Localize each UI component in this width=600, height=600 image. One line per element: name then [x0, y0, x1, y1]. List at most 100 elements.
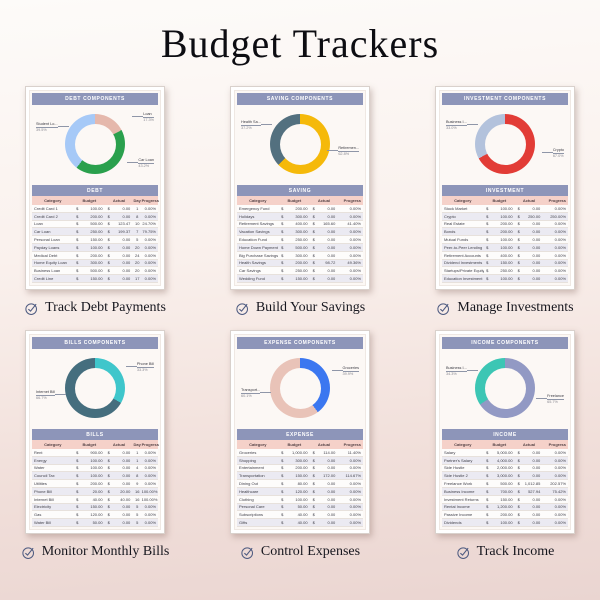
cell-budget: $300.00: [76, 260, 103, 266]
cell-category: Personal Care: [239, 504, 265, 510]
cell-category: Energy: [34, 457, 47, 463]
table-row: Loan $500.00 $123.47 10 24.70%: [32, 220, 158, 229]
cell-actual: $0.00: [107, 481, 131, 487]
cell-progress: 0.00%: [144, 268, 156, 274]
cell-actual: $0.00: [312, 496, 336, 502]
table-body: Rent $900.00 $0.00 1 0.00% Energy $100.00 $0.00…: [32, 449, 158, 527]
chart-segment-label: Retiremen... 62.8%: [327, 146, 359, 157]
table-row: Passive Income $200.00 $0.00 0.00%: [442, 511, 568, 520]
table-title-bar: SAVING: [237, 185, 363, 196]
chart-segment-label: Business I... 33.0%: [446, 120, 478, 131]
cell-progress: 0.00%: [349, 488, 361, 494]
cell-budget: $150.00: [76, 276, 103, 282]
cell-actual: $0.00: [517, 229, 541, 235]
table-row: Partner's Salary $4,000.00 $0.00 0.00%: [442, 456, 568, 465]
cell-actual: $0.00: [107, 268, 131, 274]
cell-budget: $300.00: [281, 229, 308, 235]
table-row: Phone Bill $20.00 $20.00 16 100.00%: [32, 487, 158, 496]
cell-category: Mutual Funds: [444, 237, 469, 243]
cell-budget: $100.00: [281, 496, 308, 502]
cell-category: Holidays: [239, 213, 255, 219]
table-row: Energy $100.00 $0.00 1 0.00%: [32, 456, 158, 465]
cell-actual: $0.00: [517, 496, 541, 502]
card-expense: EXPENSE COMPONENTS Groceries 39.9% Transpo…: [230, 330, 370, 534]
cell-actual: $40.00: [107, 496, 131, 502]
cell-category: Emergency Fund: [239, 205, 270, 211]
cell-budget: $50.00: [76, 520, 103, 526]
cell-actual: $0.00: [517, 520, 541, 526]
cell-category: Entertainment: [239, 465, 264, 471]
card-title-bar: BILLS COMPONENTS: [32, 337, 158, 349]
chart-segment-label: Internet Bill 66.7%: [36, 390, 66, 401]
cell-budget: $400.00: [486, 252, 513, 258]
card-income: INCOME COMPONENTS Freelance 65.7% Business…: [435, 330, 575, 534]
cell-actual: $0.00: [312, 457, 336, 463]
check-icon: [25, 302, 38, 315]
column-header: Progress: [141, 442, 159, 447]
cell-progress: 0.00%: [349, 229, 361, 235]
cell-budget: $100.00: [486, 213, 513, 219]
donut-chart: [475, 114, 535, 174]
table-body: Groceries $1,000.00 $114.00 11.40% Shopping $…: [237, 449, 363, 527]
table-row: Credit Card 2 $200.00 $0.00 8 0.00%: [32, 212, 158, 221]
cell-progress: 0.00%: [554, 504, 566, 510]
cell-actual: $0.00: [517, 268, 541, 274]
column-header: Actual: [112, 442, 126, 447]
cell-actual: $0.00: [107, 276, 131, 282]
cell-progress: 75.42%: [552, 488, 566, 494]
cell-actual: $0.00: [517, 252, 541, 258]
column-header: Budget: [287, 442, 302, 447]
cell-progress: 0.00%: [554, 449, 566, 455]
table-row: Big Purchase Savings $300.00 $0.00 0.00%: [237, 251, 363, 260]
cell-progress: 0.00%: [144, 520, 156, 526]
cell-day: 16: [134, 496, 140, 502]
table-row: Dividends $100.00 $0.00 0.00%: [442, 519, 568, 527]
feature-label: Monitor Monthly Bills: [41, 544, 170, 559]
cell-progress: 0.00%: [554, 465, 566, 471]
donut-chart: [270, 358, 330, 418]
cell-category: Business Income: [444, 488, 475, 494]
cell-progress: 0.00%: [349, 481, 361, 487]
cell-progress: 0.00%: [144, 244, 156, 250]
cell-actual: $114.00: [312, 449, 336, 455]
table-header-row: Category Budget Actual Progress: [442, 440, 568, 449]
cell-budget: $900.00: [76, 449, 103, 455]
table-title-bar: DEBT: [32, 185, 158, 196]
card-title-bar: EXPENSE COMPONENTS: [237, 337, 363, 349]
cell-budget: $150.00: [76, 237, 103, 243]
cell-budget: $200.00: [281, 465, 308, 471]
cell-progress: 0.00%: [349, 268, 361, 274]
cell-progress: 0.00%: [349, 237, 361, 243]
cell-actual: $0.00: [312, 268, 336, 274]
check-icon: [241, 546, 253, 559]
table-row: Car Savings $250.00 $0.00 0.00%: [237, 267, 363, 276]
cell-budget: $3,000.00: [486, 473, 513, 479]
cell-actual: $0.00: [312, 276, 336, 282]
table-row: Water $100.00 $0.00 4 0.00%: [32, 464, 158, 473]
cell-category: Phone Bill: [34, 488, 53, 494]
cell-progress: 0.00%: [554, 276, 566, 282]
table-title-bar: BILLS: [32, 429, 158, 440]
cell-category: Retirement Accounts: [444, 252, 481, 258]
table-row: Subscriptions $40.00 $0.00 0.00%: [237, 511, 363, 520]
page-title: Budget Trackers: [160, 21, 440, 66]
cell-progress: 0.00%: [554, 496, 566, 502]
cell-category: Dividends: [444, 520, 462, 526]
cell-actual: $0.00: [107, 449, 131, 455]
donut-hole: [484, 123, 526, 165]
cell-budget: $250.00: [281, 237, 308, 243]
cell-progress: 0.00%: [144, 465, 156, 471]
chart-segment-label: Loan 17.3%: [132, 112, 154, 123]
cell-category: Groceries: [239, 449, 257, 455]
cell-actual: $0.00: [517, 465, 541, 471]
cell-budget: $100.00: [486, 244, 513, 250]
table-row: Dividend Investments $150.00 $0.00 0.00%: [442, 259, 568, 268]
cell-budget: $120.00: [281, 488, 308, 494]
cell-budget: $100.00: [76, 457, 103, 463]
cell-budget: $100.00: [486, 237, 513, 243]
feature-monitor-bills: Monitor Monthly Bills: [22, 544, 169, 560]
cell-budget: $1,200.00: [486, 504, 513, 510]
table-row: Utilities $200.00 $0.00 9 0.00%: [32, 480, 158, 488]
column-header: Category: [44, 198, 62, 203]
cell-actual: $0.00: [517, 276, 541, 282]
